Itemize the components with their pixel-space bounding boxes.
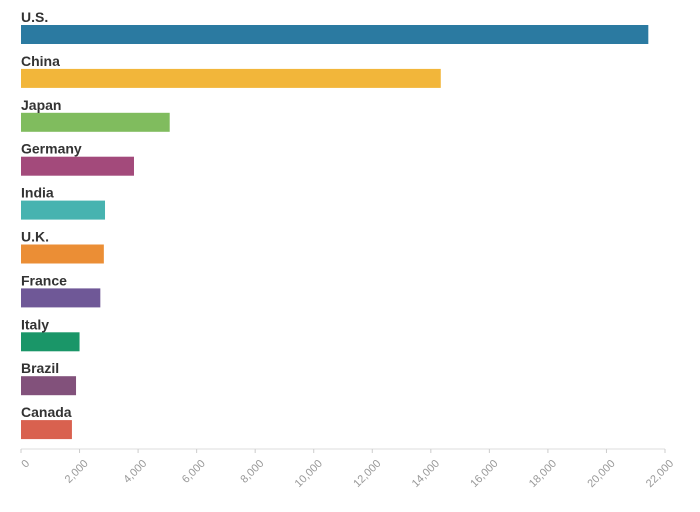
bar [21,200,106,220]
category-label: Germany [21,141,82,157]
x-tick-label: 18,000 [527,458,559,490]
x-tick-label: 6,000 [180,458,208,486]
category-label: Brazil [21,360,59,376]
x-tick-label: 0 [19,458,32,471]
x-tick-label: 14,000 [410,458,442,490]
x-tick-label: 2,000 [63,458,91,486]
category-label: Italy [21,316,49,332]
x-tick-label: 12,000 [351,458,383,490]
category-label: U.S. [21,9,48,25]
x-tick-label: 16,000 [468,458,500,490]
x-tick-label: 8,000 [238,458,266,486]
category-label: Japan [21,97,61,113]
x-tick-label: 22,000 [644,458,676,490]
x-tick-label: 4,000 [121,458,149,486]
category-label: India [21,185,54,201]
bar [21,156,134,176]
category-label: Canada [21,404,72,420]
bar [21,288,101,308]
category-label: U.K. [21,229,49,245]
x-tick-label: 10,000 [293,458,325,490]
bar [21,332,80,352]
category-label: France [21,272,67,288]
bar [21,25,649,44]
bar [21,420,72,440]
bar [21,112,170,132]
x-tick-label: 20,000 [585,458,617,490]
category-label: China [21,53,60,69]
bar [21,376,77,396]
bar [21,244,104,264]
bars-layer [21,25,649,440]
category-labels-layer: U.S. China Japan Germany India U.K. France Ital… [21,9,82,420]
bar [21,68,441,88]
x-axis-ticks-layer: 0 2,000 4,000 6,000 8,000 10,000 12,000 14,000 1… [19,449,676,490]
